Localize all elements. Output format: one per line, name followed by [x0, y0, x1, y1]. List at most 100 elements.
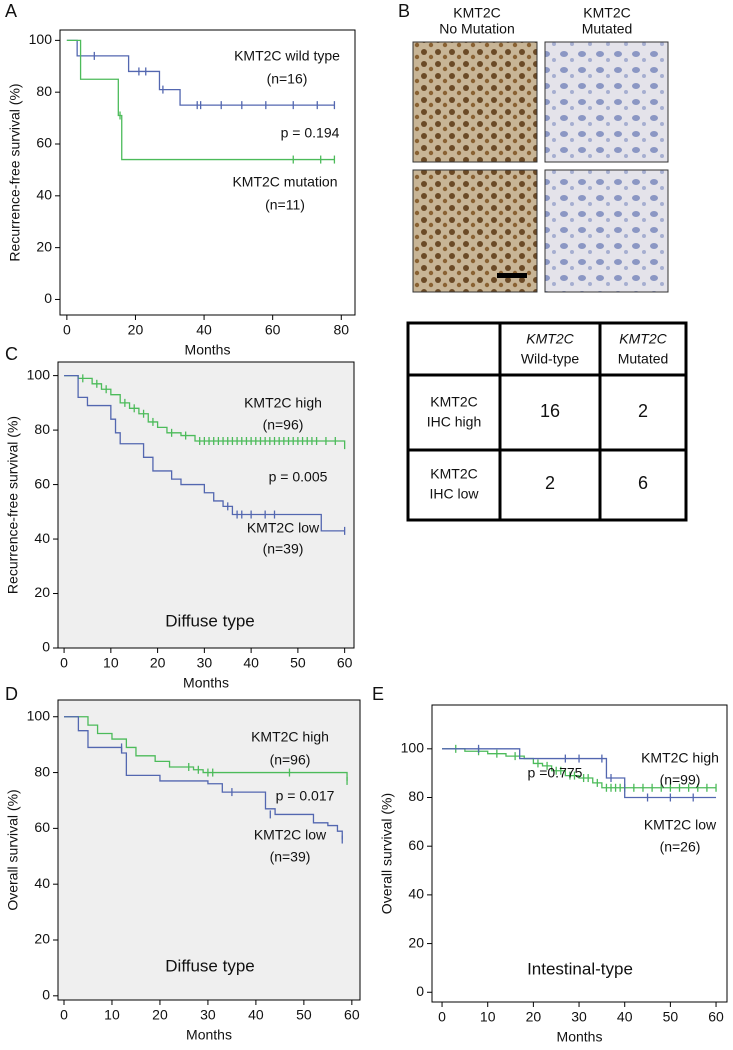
y-tick-label: 40: [408, 886, 424, 902]
column-label: Mutated: [582, 21, 633, 37]
y-tick-label: 0: [42, 639, 50, 655]
annotation: p = 0.017: [276, 788, 335, 804]
series-count: (n=39): [270, 849, 311, 865]
series-count: (n=16): [267, 71, 308, 87]
survival-curve: [64, 374, 345, 532]
x-tick-label: 30: [197, 655, 213, 671]
km-chart: D 0 10 20 30 40 50 60 0 20 40 60 80 100 Months Overall …: [5, 684, 361, 1043]
series-label: KMT2C low: [247, 520, 320, 536]
x-tick-label: 50: [296, 1007, 312, 1023]
annotation: Diffuse type: [165, 611, 254, 630]
scale-bar: [497, 273, 527, 278]
x-axis-label: Months: [183, 675, 229, 691]
y-axis-label: Recurrence-free survival (%): [5, 416, 21, 594]
ihc-image: [412, 169, 538, 293]
y-tick-label: 80: [34, 763, 50, 779]
ihc-image: [544, 41, 669, 163]
x-tick-label: 0: [63, 322, 71, 338]
survival-curve: [63, 716, 343, 840]
series-label: KMT2C high: [244, 395, 322, 411]
series-label: KMT2C high: [251, 729, 329, 745]
y-tick-label: 60: [34, 475, 50, 491]
series-count: (n=96): [263, 417, 304, 433]
y-tick-label: 60: [408, 837, 424, 853]
plot-area: [57, 361, 355, 649]
x-tick-label: 40: [248, 1007, 264, 1023]
x-tick-label: 40: [243, 655, 259, 671]
row-label: KMT2C: [430, 466, 477, 482]
x-tick-label: 10: [103, 655, 119, 671]
series-label: KMT2C low: [644, 817, 717, 833]
panel-letter: A: [5, 1, 17, 21]
series-label: KMT2C wild type: [234, 48, 340, 64]
x-tick-label: 30: [200, 1007, 216, 1023]
x-tick-label: 0: [60, 655, 68, 671]
y-tick-label: 100: [27, 366, 51, 382]
table-grid: [406, 321, 688, 522]
x-tick-label: 50: [663, 1009, 679, 1025]
y-tick-label: 0: [44, 290, 52, 306]
table-cell: 2: [545, 473, 555, 493]
table-cell: 2: [638, 401, 648, 421]
y-tick-label: 100: [401, 740, 425, 756]
y-axis-label: Overall survival (%): [5, 789, 21, 910]
km-chart: A 0 20 40 60 80 0 20 40 60 80 100 Months Recurrence-f…: [5, 1, 356, 358]
x-tick-label: 80: [333, 322, 349, 338]
y-tick-label: 40: [34, 530, 50, 546]
annotation: p = 0.194: [281, 125, 340, 141]
y-tick-label: 0: [42, 987, 50, 1003]
column-label: No Mutation: [439, 21, 514, 37]
x-tick-label: 60: [265, 322, 281, 338]
panel-b: B KMT2C No Mutation KMT2C Mutated KMT2C …: [398, 1, 688, 522]
y-tick-label: 80: [36, 83, 52, 99]
x-tick-label: 50: [290, 655, 306, 671]
plot-area: [431, 704, 728, 1003]
y-tick-label: 60: [36, 135, 52, 151]
table-header: KMT2C: [526, 331, 574, 347]
panel-letter: E: [372, 684, 384, 704]
y-tick-label: 20: [34, 584, 50, 600]
panel-letter: D: [5, 684, 18, 704]
x-tick-label: 0: [60, 1007, 68, 1023]
y-tick-label: 80: [34, 421, 50, 437]
ihc-image: [544, 169, 669, 293]
km-chart: E 0 10 20 30 40 50 60 0 20 40 60 80 100 Months Overall …: [372, 684, 728, 1045]
y-tick-label: 20: [36, 238, 52, 254]
row-label: IHC low: [429, 486, 479, 502]
annotation: p =0.775: [528, 765, 583, 781]
y-tick-label: 20: [34, 931, 50, 947]
x-axis-label: Months: [557, 1029, 603, 1045]
x-tick-label: 30: [571, 1009, 587, 1025]
x-tick-label: 60: [708, 1009, 724, 1025]
x-tick-label: 20: [152, 1007, 168, 1023]
panel-letter: C: [5, 344, 18, 364]
series-label: KMT2C high: [641, 750, 719, 766]
annotation: Diffuse type: [165, 956, 254, 975]
y-tick-label: 20: [408, 934, 424, 950]
x-axis-label: Months: [185, 342, 231, 358]
table-cell: 6: [638, 473, 648, 493]
survival-curve: [66, 39, 335, 106]
plot-area: [57, 699, 361, 1001]
x-tick-label: 60: [344, 1007, 360, 1023]
table-header: Wild-type: [521, 351, 580, 367]
survival-curve: [63, 716, 348, 781]
y-tick-label: 80: [408, 788, 424, 804]
y-axis-label: Recurrence-free survival (%): [7, 83, 23, 261]
table-header: Mutated: [618, 351, 669, 367]
row-label: IHC high: [427, 414, 481, 430]
y-tick-label: 40: [34, 875, 50, 891]
panel-letter: B: [398, 1, 410, 21]
series-count: (n=11): [265, 197, 305, 213]
survival-curve: [442, 748, 717, 789]
x-tick-label: 40: [617, 1009, 633, 1025]
x-tick-label: 20: [526, 1009, 542, 1025]
y-tick-label: 60: [34, 819, 50, 835]
x-tick-label: 0: [438, 1009, 446, 1025]
row-label: KMT2C: [430, 394, 477, 410]
series-count: (n=39): [263, 541, 304, 557]
series-count: (n=26): [660, 839, 701, 855]
x-tick-label: 20: [150, 655, 166, 671]
y-tick-label: 100: [27, 707, 51, 723]
